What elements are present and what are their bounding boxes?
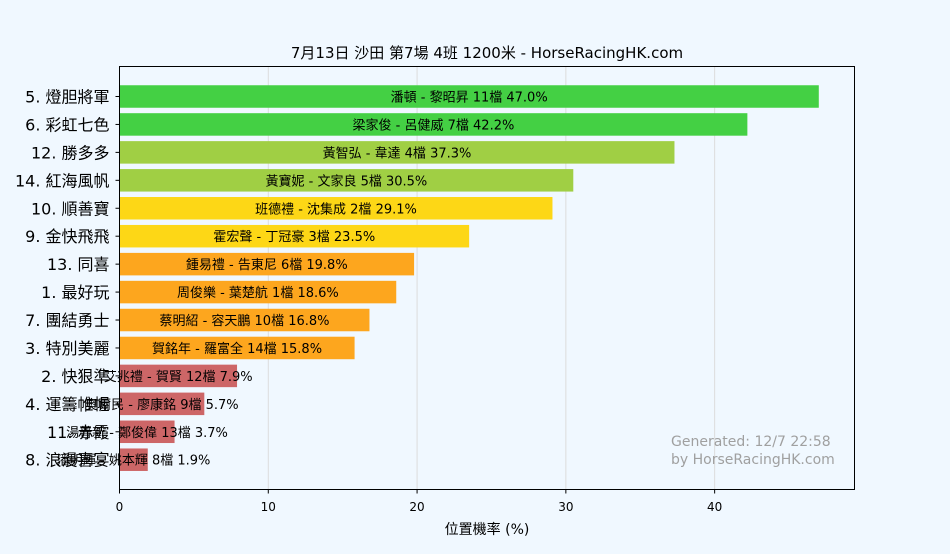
x-tick-label: 30 — [558, 500, 573, 514]
x-tick-label: 40 — [707, 500, 722, 514]
generated-line-2: by HorseRacingHK.com — [671, 452, 835, 468]
bar-label: 湯普新 - 鄭俊偉 13檔 3.7% — [66, 425, 228, 441]
bar — [119, 336, 355, 360]
bar — [119, 448, 148, 471]
y-tick-label: 11. 赤霞 — [47, 423, 110, 442]
bar-label: 周俊樂 - 葉楚航 1檔 18.6% — [177, 285, 339, 301]
bar — [119, 197, 553, 220]
bar-label: 鍾易禮 - 告東尼 6檔 19.8% — [186, 257, 348, 273]
bar — [119, 252, 415, 276]
bar-label: 潘明輝 - 姚本輝 8檔 1.9% — [57, 454, 211, 469]
x-axis-label: 位置機率 (%) — [445, 521, 530, 538]
y-tick-label: 6. 彩虹七色 — [25, 115, 109, 134]
bars — [119, 85, 819, 471]
y-tick-label: 14. 紅海風帆 — [15, 171, 110, 190]
bar — [119, 85, 819, 108]
x-tick-label: 20 — [409, 500, 424, 514]
bar-label: 潘頓 - 黎昭昇 11檔 47.0% — [391, 91, 548, 106]
y-tick-label: 9. 金快飛飛 — [25, 227, 109, 246]
y-tick-label: 2. 快狠準 — [41, 367, 109, 386]
bar-label: 梁家俊 - 呂健威 7檔 42.2% — [353, 117, 515, 133]
y-tick-label: 10. 順善寶 — [31, 199, 110, 218]
y-tick-label: 12. 勝多多 — [31, 143, 110, 162]
x-tick-label: 10 — [261, 500, 276, 514]
bar-label: 賀銘年 - 羅富全 14檔 15.8% — [152, 341, 322, 357]
bar-label: 黃寶妮 - 文家良 5檔 30.5% — [265, 173, 427, 189]
plot-frame — [119, 66, 855, 490]
bar-label: 班德禮 - 沈集成 2檔 29.1% — [255, 201, 417, 217]
bar — [119, 392, 205, 416]
generated-line-1: Generated: 12/7 22:58 — [671, 434, 831, 450]
bar — [119, 420, 175, 444]
x-tick-labels: 0 10 20 30 40 — [116, 489, 722, 514]
bar — [119, 141, 675, 164]
generated-annotation: Generated: 12/7 22:58 by HorseRacingHK.c… — [671, 434, 835, 468]
x-tick-label: 0 — [116, 500, 124, 514]
bar — [119, 280, 397, 304]
bar — [119, 364, 238, 388]
bar-label: 艾兆禮 - 賀賢 12檔 7.9% — [104, 370, 253, 385]
y-tick-label: 3. 特別美麗 — [25, 339, 109, 358]
bar — [119, 113, 748, 136]
bar-label: 黃智弘 - 韋達 4檔 37.3% — [323, 146, 472, 161]
y-tick-label: 8. 浪漫喜宴 — [25, 451, 109, 470]
y-tick-label: 4. 運籌帷幄 — [25, 395, 109, 414]
y-tick-label: 1. 最好玩 — [41, 283, 109, 302]
bar-label: 霍宏聲 - 丁冠豪 3檔 23.5% — [213, 229, 375, 245]
y-tick-label: 13. 同喜 — [47, 255, 110, 274]
y-tick-label: 5. 燈胆將軍 — [25, 88, 109, 107]
bar — [119, 308, 370, 332]
bar — [119, 224, 470, 248]
grid-lines — [267, 66, 716, 490]
y-tick-labels: 5. 燈胆將軍 6. 彩虹七色 12. 勝多多 14. 紅海風帆 10. 順善寶 9. 金… — [15, 88, 120, 470]
chart-title: 7月13日 沙田 第7場 4班 1200米 - HorseRacingHK.co… — [291, 44, 683, 62]
bar-labels: 潘頓 - 黎昭昇 11檔 47.0% 梁家俊 - 呂健威 7檔 42.2% 黃智弘 … — [57, 91, 548, 469]
bar-label: 蔡明紹 - 容天鵬 10檔 16.8% — [159, 313, 329, 329]
bar-label: 奧爾民 - 廖康銘 9檔 5.7% — [85, 397, 239, 413]
y-tick-label: 7. 團結勇士 — [25, 311, 109, 330]
bar — [119, 169, 574, 192]
